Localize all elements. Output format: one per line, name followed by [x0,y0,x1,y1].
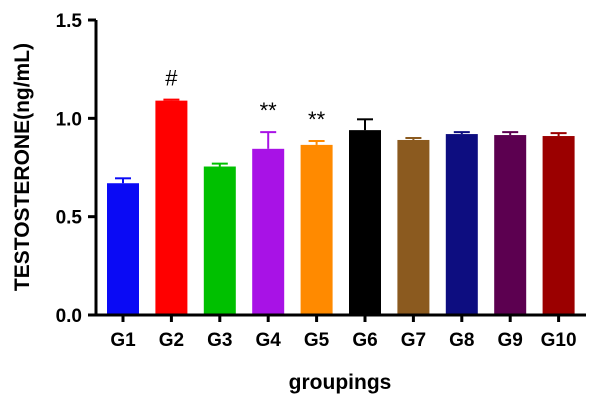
error-bar-g9 [502,131,519,136]
significance-marker-g2: # [165,66,178,91]
error-bar-g2 [163,98,180,101]
y-tick-label: 0.5 [56,208,83,229]
significance-marker-g5: ** [308,107,326,132]
error-bar-g4 [260,131,277,149]
x-tick-label: G5 [304,330,330,351]
error-bar-g3 [211,162,228,167]
x-tick-label: G8 [449,330,474,351]
x-tick-label: G6 [352,330,377,351]
bar-g10 [542,136,575,315]
x-tick-label: G2 [159,330,184,351]
error-bar-g10 [550,132,567,137]
y-tick-label: 1.5 [56,11,83,32]
bar-g9 [494,135,527,315]
x-tick-label: G1 [110,330,136,351]
bar-g1 [107,183,139,315]
bar-g5 [300,144,333,315]
x-axis-title: groupings [289,371,392,394]
x-tick-label: G3 [207,330,232,351]
error-bar-g1 [115,177,131,184]
bar-g8 [445,134,478,315]
bar-g3 [203,166,236,315]
error-bar-g7 [405,137,422,140]
x-tick-label: G7 [401,330,426,351]
bars-layer [107,98,575,315]
labels-layer: 0.0 0.5 1.0 1.5 G1 G2 G3 G4 G5 G6 G7 G8 G9 G10 # ** ** [56,11,577,351]
y-tick-label: 0.0 [56,306,82,327]
x-tick-label: G4 [256,330,282,351]
significance-marker-g4: ** [260,98,278,123]
bar-g2 [155,100,188,315]
error-bar-g6 [357,118,373,131]
bar-g4 [252,148,285,315]
bar-g6 [349,130,381,315]
y-axis-title: TESTOSTERONE(ng/mL) [11,43,34,291]
x-tick-label: G10 [541,330,577,351]
y-tick-label: 1.0 [56,109,82,130]
bar-g7 [397,139,430,315]
axes-layer [88,18,586,322]
error-bar-g8 [453,131,470,135]
error-bar-g5 [308,139,325,145]
x-tick-label: G9 [498,330,523,351]
